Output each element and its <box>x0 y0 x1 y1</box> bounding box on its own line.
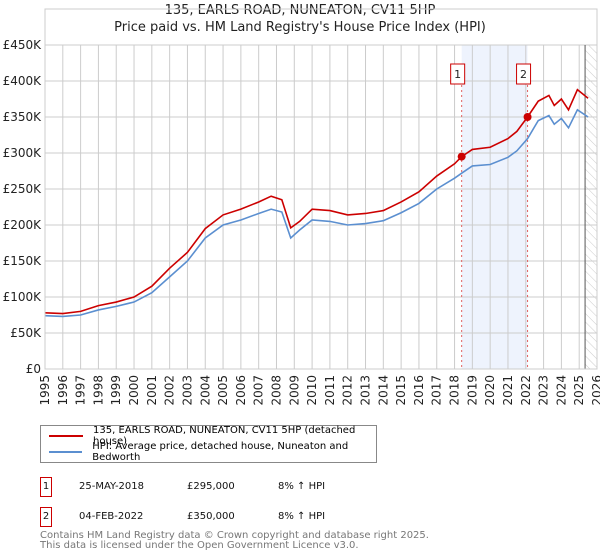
transaction-delta: 8% ↑ HPI <box>278 481 326 492</box>
x-tick-label: 2020 <box>483 375 497 406</box>
transaction-date: 25-MAY-2018 <box>79 481 145 492</box>
y-tick-label: £300K <box>3 146 43 160</box>
transaction-price: £350,000 <box>187 511 235 522</box>
footer-line: This data is licensed under the Open Gov… <box>40 540 359 551</box>
x-tick-label: 2018 <box>448 375 462 406</box>
x-tick-label: 2026 <box>590 375 600 406</box>
x-tick-label: 2015 <box>394 375 408 406</box>
x-tick-label: 2017 <box>430 375 444 406</box>
x-tick-label: 2021 <box>501 375 515 406</box>
sale-badge-label: 2 <box>520 68 527 81</box>
x-tick-label: 2006 <box>234 375 248 406</box>
legend-label-property: 135, EARLS ROAD, NUNEATON, CV11 5HP (det… <box>93 425 356 447</box>
forecast-hatch <box>585 45 597 369</box>
transaction-date: 04-FEB-2022 <box>79 511 144 522</box>
x-tick-label: 2011 <box>323 375 337 406</box>
transaction-price: £295,000 <box>187 481 235 492</box>
x-tick-label: 2001 <box>145 375 159 406</box>
sale-badge <box>450 63 466 85</box>
sale-badge-label: 1 <box>454 68 461 81</box>
y-tick-label: £250K <box>3 182 43 196</box>
y-tick-label: £0 <box>26 362 41 376</box>
x-tick-label: 1997 <box>74 375 88 406</box>
x-tick-label: 1996 <box>56 375 70 406</box>
x-tick-label: 2019 <box>465 375 479 406</box>
x-tick-label: 2000 <box>127 375 141 406</box>
x-tick-label: 2014 <box>376 375 390 406</box>
x-tick-label: 1995 <box>38 375 52 406</box>
x-tick-label: 2025 <box>572 375 586 406</box>
sale-badge <box>516 63 532 85</box>
chart-subtitle: Price paid vs. HM Land Registry's House … <box>114 20 486 35</box>
marker-badge: 1 <box>40 477 52 497</box>
x-tick-label: 1998 <box>91 375 105 406</box>
x-tick-label: 2002 <box>163 375 177 406</box>
legend: 135, EARLS ROAD, NUNEATON, CV11 5HP (det… <box>40 425 377 463</box>
x-tick-label: 2005 <box>216 375 230 406</box>
marker-badge: 2 <box>40 507 52 527</box>
y-tick-label: £450K <box>3 38 43 52</box>
sale-point <box>523 113 532 121</box>
plot-area: £0 £50K £100K £150K £200K £250K £300K £350K £400… <box>3 8 600 406</box>
x-tick-label: 2022 <box>519 375 533 406</box>
transaction-delta: 8% ↑ HPI <box>278 511 326 522</box>
y-tick-label: £350K <box>3 110 43 124</box>
x-tick-label: 2010 <box>305 375 319 406</box>
plot-frame <box>44 8 598 370</box>
hpi-line <box>44 108 589 318</box>
y-tick-label: £400K <box>3 74 43 88</box>
footer: Contains HM Land Registry data © Crown c… <box>40 531 429 551</box>
y-tick-label: £50K <box>10 326 42 340</box>
x-tick-label: 2004 <box>198 375 212 406</box>
x-tick-label: 2013 <box>359 375 373 406</box>
chart-title: 135, EARLS ROAD, NUNEATON, CV11 5HP <box>164 3 436 18</box>
x-tick-label: 1999 <box>109 375 123 406</box>
sale-point <box>457 152 466 161</box>
x-tick-label: 2003 <box>180 375 194 406</box>
legend-swatch-hpi <box>49 451 83 453</box>
x-tick-label: 2008 <box>269 375 283 406</box>
x-tick-label: 2023 <box>537 375 551 406</box>
x-tick-label: 2024 <box>554 375 568 406</box>
y-tick-label: £150K <box>3 254 43 268</box>
x-tick-label: 2012 <box>341 375 355 406</box>
footer-line: Contains HM Land Registry data © Crown c… <box>40 530 429 541</box>
x-tick-label: 2007 <box>252 375 266 406</box>
y-tick-label: £200K <box>3 218 43 232</box>
x-tick-label: 2016 <box>412 375 426 406</box>
property-price-line <box>44 88 589 315</box>
y-tick-label: £100K <box>3 290 43 304</box>
legend-swatch-property <box>49 435 84 437</box>
legend-label-hpi: HPI: Average price, detached house, Nune… <box>92 441 349 463</box>
sale-period-shade <box>461 45 528 369</box>
x-tick-label: 2009 <box>287 375 301 406</box>
